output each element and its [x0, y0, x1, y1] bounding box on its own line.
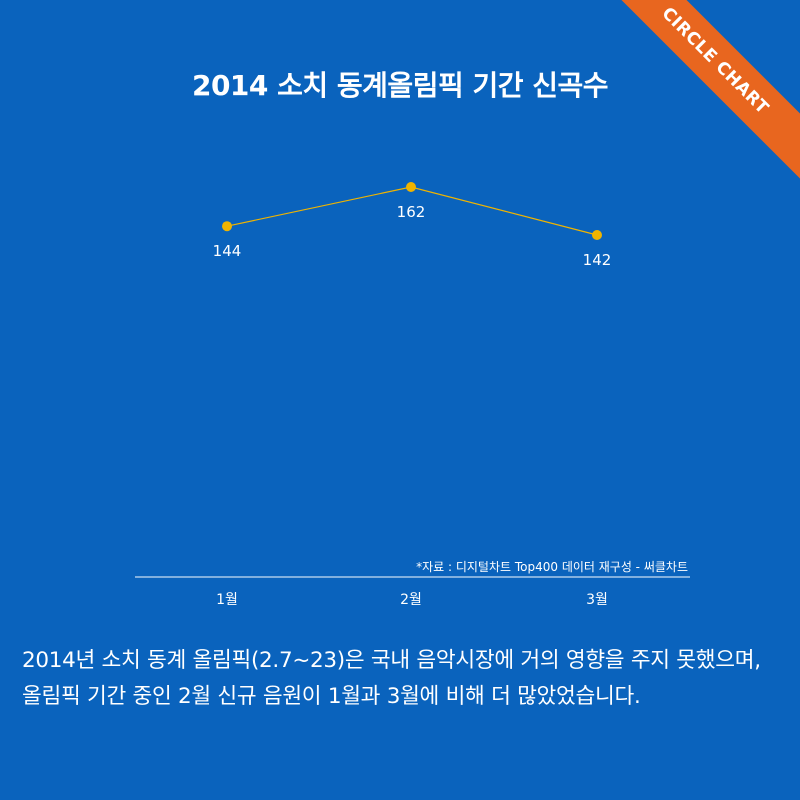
x-tick-label-1: 1월 [216, 592, 238, 608]
source-note: *자료 : 디지털차트 Top400 데이터 재구성 - 써클차트 [416, 560, 688, 574]
data-point-1 [222, 221, 232, 232]
chart-caption: 2014년 소치 동계 올림픽(2.7~23)은 국내 음악시장에 거의 영향을… [22, 648, 761, 709]
data-label-3: 142 [583, 251, 612, 269]
data-label-1: 144 [213, 242, 242, 260]
data-label-2: 162 [397, 203, 426, 221]
data-point-2 [406, 182, 416, 192]
x-tick-label-2: 2월 [400, 592, 422, 608]
x-tick-label-3: 3월 [586, 592, 608, 608]
chart-title: 2014 소치 동계올림픽 기간 신곡수 [191, 69, 609, 102]
data-point-3 [592, 230, 602, 240]
